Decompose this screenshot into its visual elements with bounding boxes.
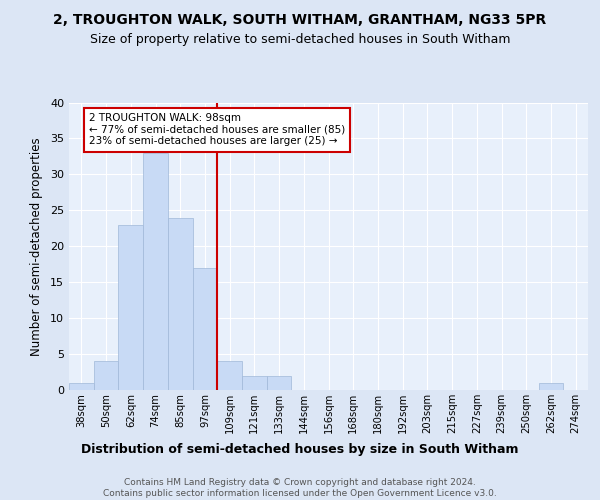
Text: Contains HM Land Registry data © Crown copyright and database right 2024.
Contai: Contains HM Land Registry data © Crown c… xyxy=(103,478,497,498)
Bar xyxy=(267,376,292,390)
Bar xyxy=(143,153,168,390)
Bar xyxy=(69,383,94,390)
Bar xyxy=(94,361,118,390)
Text: Size of property relative to semi-detached houses in South Witham: Size of property relative to semi-detach… xyxy=(90,32,510,46)
Text: 2, TROUGHTON WALK, SOUTH WITHAM, GRANTHAM, NG33 5PR: 2, TROUGHTON WALK, SOUTH WITHAM, GRANTHA… xyxy=(53,12,547,26)
Bar xyxy=(242,376,267,390)
Text: 2 TROUGHTON WALK: 98sqm
← 77% of semi-detached houses are smaller (85)
23% of se: 2 TROUGHTON WALK: 98sqm ← 77% of semi-de… xyxy=(89,114,345,146)
Text: Distribution of semi-detached houses by size in South Witham: Distribution of semi-detached houses by … xyxy=(81,442,519,456)
Bar xyxy=(118,224,143,390)
Bar xyxy=(539,383,563,390)
Bar xyxy=(193,268,217,390)
Y-axis label: Number of semi-detached properties: Number of semi-detached properties xyxy=(30,137,43,356)
Bar xyxy=(217,361,242,390)
Bar xyxy=(168,218,193,390)
